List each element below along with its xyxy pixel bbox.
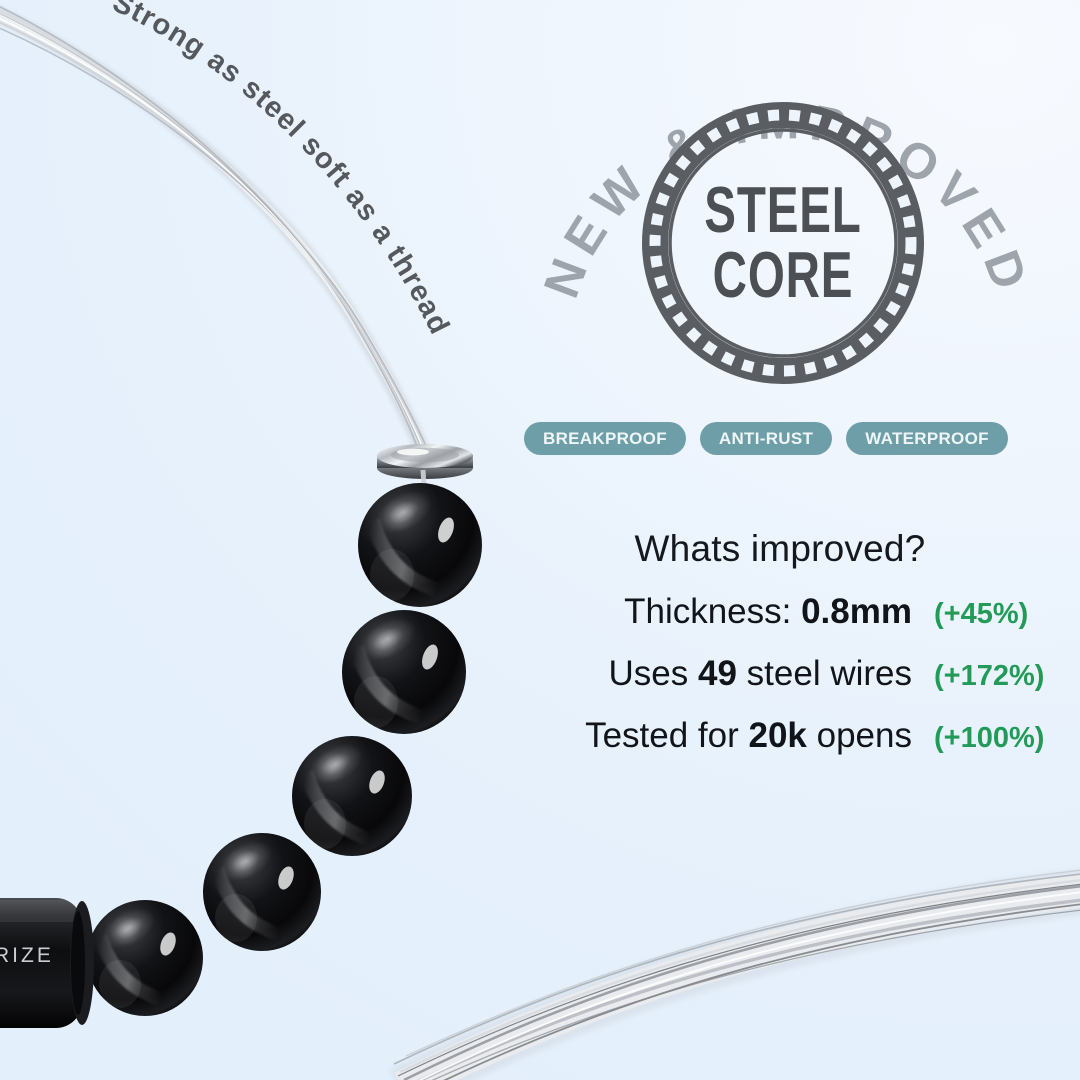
spec-wires-label: Uses 49 steel wires <box>609 654 912 694</box>
spec-opens-suffix: opens <box>806 716 912 755</box>
bead <box>203 833 321 951</box>
steel-core-badge: STEEL CORE <box>638 98 928 388</box>
bead-chain <box>87 469 482 1016</box>
bead <box>292 736 412 856</box>
spec-row-wires: Uses 49 steel wires (+172%) <box>500 654 1060 702</box>
spec-thickness-value: 0.8mm <box>801 592 912 631</box>
chrome-spacer-disc <box>377 444 473 479</box>
clasp-engraving: RIZE <box>0 944 54 967</box>
improvements-block: Whats improved? Thickness: 0.8mm (+45%) … <box>500 528 1060 778</box>
spec-thickness-prefix: Thickness: <box>624 592 802 631</box>
spec-row-opens: Tested for 20k opens (+100%) <box>500 716 1060 764</box>
spec-wires-value: 49 <box>698 654 737 693</box>
lower-steel-wire-bundle <box>389 869 1080 1080</box>
pill-waterproof[interactable]: WATERPROOF <box>846 422 1008 455</box>
spec-wires-suffix: steel wires <box>736 654 912 693</box>
spec-opens-delta: (+100%) <box>934 722 1045 754</box>
spec-thickness-delta: (+45%) <box>934 598 1029 630</box>
improvements-heading: Whats improved? <box>634 528 926 569</box>
spec-opens-label: Tested for 20k opens <box>585 716 912 756</box>
bead <box>87 900 203 1016</box>
clasp-barrel <box>0 898 94 1028</box>
badge-wordmark: STEEL CORE <box>620 177 946 307</box>
spec-opens-value: 20k <box>748 716 807 755</box>
pill-waterproof-label: WATERPROOF <box>865 428 989 448</box>
badge-ring-icon <box>642 102 924 384</box>
pill-breakproof-label: BREAKPROOF <box>543 428 667 448</box>
upper-steel-cable <box>0 5 433 462</box>
pill-anti-rust[interactable]: ANTI-RUST <box>699 422 833 455</box>
feature-pill-row: BREAKPROOF ANTI-RUST WATERPROOF <box>524 422 1044 455</box>
bead <box>358 483 482 607</box>
pill-anti-rust-label: ANTI-RUST <box>718 428 814 448</box>
badge-wordmark-text: STEEL CORE <box>704 173 862 312</box>
pill-breakproof[interactable]: BREAKPROOF <box>524 422 686 455</box>
spec-wires-delta: (+172%) <box>934 660 1045 692</box>
bead <box>342 610 466 734</box>
spec-row-thickness: Thickness: 0.8mm (+45%) <box>500 592 1060 640</box>
spec-opens-prefix: Tested for <box>585 716 749 755</box>
spec-thickness-label: Thickness: 0.8mm <box>624 592 912 632</box>
spec-wires-prefix: Uses <box>608 654 698 693</box>
